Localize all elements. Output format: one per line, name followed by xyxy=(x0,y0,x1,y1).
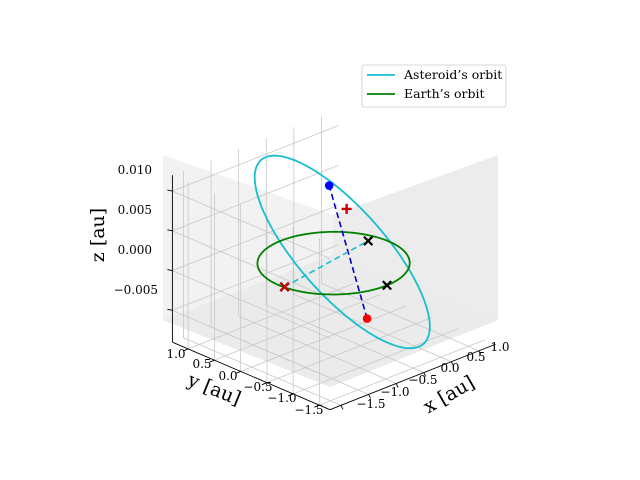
x-tick-mark xyxy=(395,383,399,388)
y-tick-mark xyxy=(235,370,241,374)
y-tick-mark xyxy=(182,348,189,352)
z-tick-mark xyxy=(167,269,173,272)
grid-line xyxy=(172,190,331,259)
x-tick-labels: −1.5 −1.0 −0.5 0.0 0.5 1.0 xyxy=(356,340,509,411)
y-tick-mark xyxy=(261,382,268,386)
grid-line xyxy=(172,165,339,232)
point-markers xyxy=(279,181,392,323)
x-tick-mark xyxy=(478,350,482,356)
grid-line xyxy=(240,305,407,372)
z-axis-label: z [au] xyxy=(87,208,109,262)
grid-line xyxy=(214,294,381,361)
grid-line xyxy=(238,315,397,384)
dashed-segment xyxy=(284,240,369,288)
x-tick-mark xyxy=(340,405,344,410)
legend-label-asteroid: Asteroid’s orbit xyxy=(403,67,502,82)
grid-line xyxy=(266,304,424,373)
x-tick-label: 0.5 xyxy=(466,350,485,364)
orbit-lines xyxy=(253,154,431,350)
z-tick-label: 0.005 xyxy=(118,203,152,217)
point-marker xyxy=(341,203,352,214)
z-tick-label: 0.010 xyxy=(118,163,152,177)
z-tick-mark xyxy=(167,308,173,311)
x-tick-label: −0.5 xyxy=(408,373,437,387)
y-tick-label: −1.5 xyxy=(294,403,323,417)
z-tick-labels: 0.010 0.005 0.000 −0.005 xyxy=(114,163,158,297)
dashed-segments xyxy=(284,185,369,319)
x-tick-label: −1.0 xyxy=(380,385,409,399)
x-tick-label: 1.0 xyxy=(490,340,509,354)
grid-line xyxy=(266,316,433,384)
grid-line xyxy=(172,244,339,311)
legend: Asteroid’s orbit Earth’s orbit xyxy=(361,64,507,108)
y-tick-mark xyxy=(314,404,320,408)
y-tick-label: 1.0 xyxy=(166,347,185,361)
y-tick-label: 0.0 xyxy=(218,369,237,383)
y-tick-label: 0.5 xyxy=(192,357,211,371)
y-tick-label: −1.0 xyxy=(267,391,296,405)
point-marker xyxy=(324,181,334,190)
z-tick-mark xyxy=(167,189,173,192)
grid-line xyxy=(172,309,331,379)
point-marker xyxy=(363,235,374,246)
grid-line xyxy=(172,204,339,271)
x-tick-label: 0.0 xyxy=(440,361,459,375)
x-tick-mark xyxy=(368,394,371,399)
z-tick-label: 0.000 xyxy=(118,243,152,257)
legend-label-earth: Earth’s orbit xyxy=(404,86,485,101)
legend-frame xyxy=(361,64,507,108)
x-axis-line xyxy=(329,343,496,411)
grid-lines xyxy=(167,116,496,411)
x-tick-mark xyxy=(423,372,427,377)
y-tick-mark xyxy=(287,393,294,397)
grid-line xyxy=(172,270,331,339)
point-marker xyxy=(279,281,290,292)
x-tick-label: −1.5 xyxy=(356,397,385,411)
grid-line xyxy=(183,337,342,406)
y-tick-mark xyxy=(209,359,215,363)
grid-line xyxy=(293,293,452,363)
orbit-line xyxy=(253,154,431,350)
grid-line xyxy=(319,339,486,406)
pane-floor xyxy=(163,255,498,387)
orbit-line xyxy=(256,230,411,296)
grid-line xyxy=(172,125,339,192)
z-tick-label: −0.005 xyxy=(114,283,158,297)
grid-line xyxy=(172,230,331,299)
y-tick-label: −0.5 xyxy=(243,380,272,394)
y-tick-labels: 1.0 0.5 0.0 −0.5 −1.0 −1.5 xyxy=(166,347,323,417)
grid-line xyxy=(293,328,459,395)
point-marker xyxy=(362,314,372,323)
y-axis-line xyxy=(172,341,331,411)
x-tick-mark xyxy=(450,361,454,366)
point-marker xyxy=(382,280,392,291)
z-tick-mark xyxy=(167,229,173,232)
